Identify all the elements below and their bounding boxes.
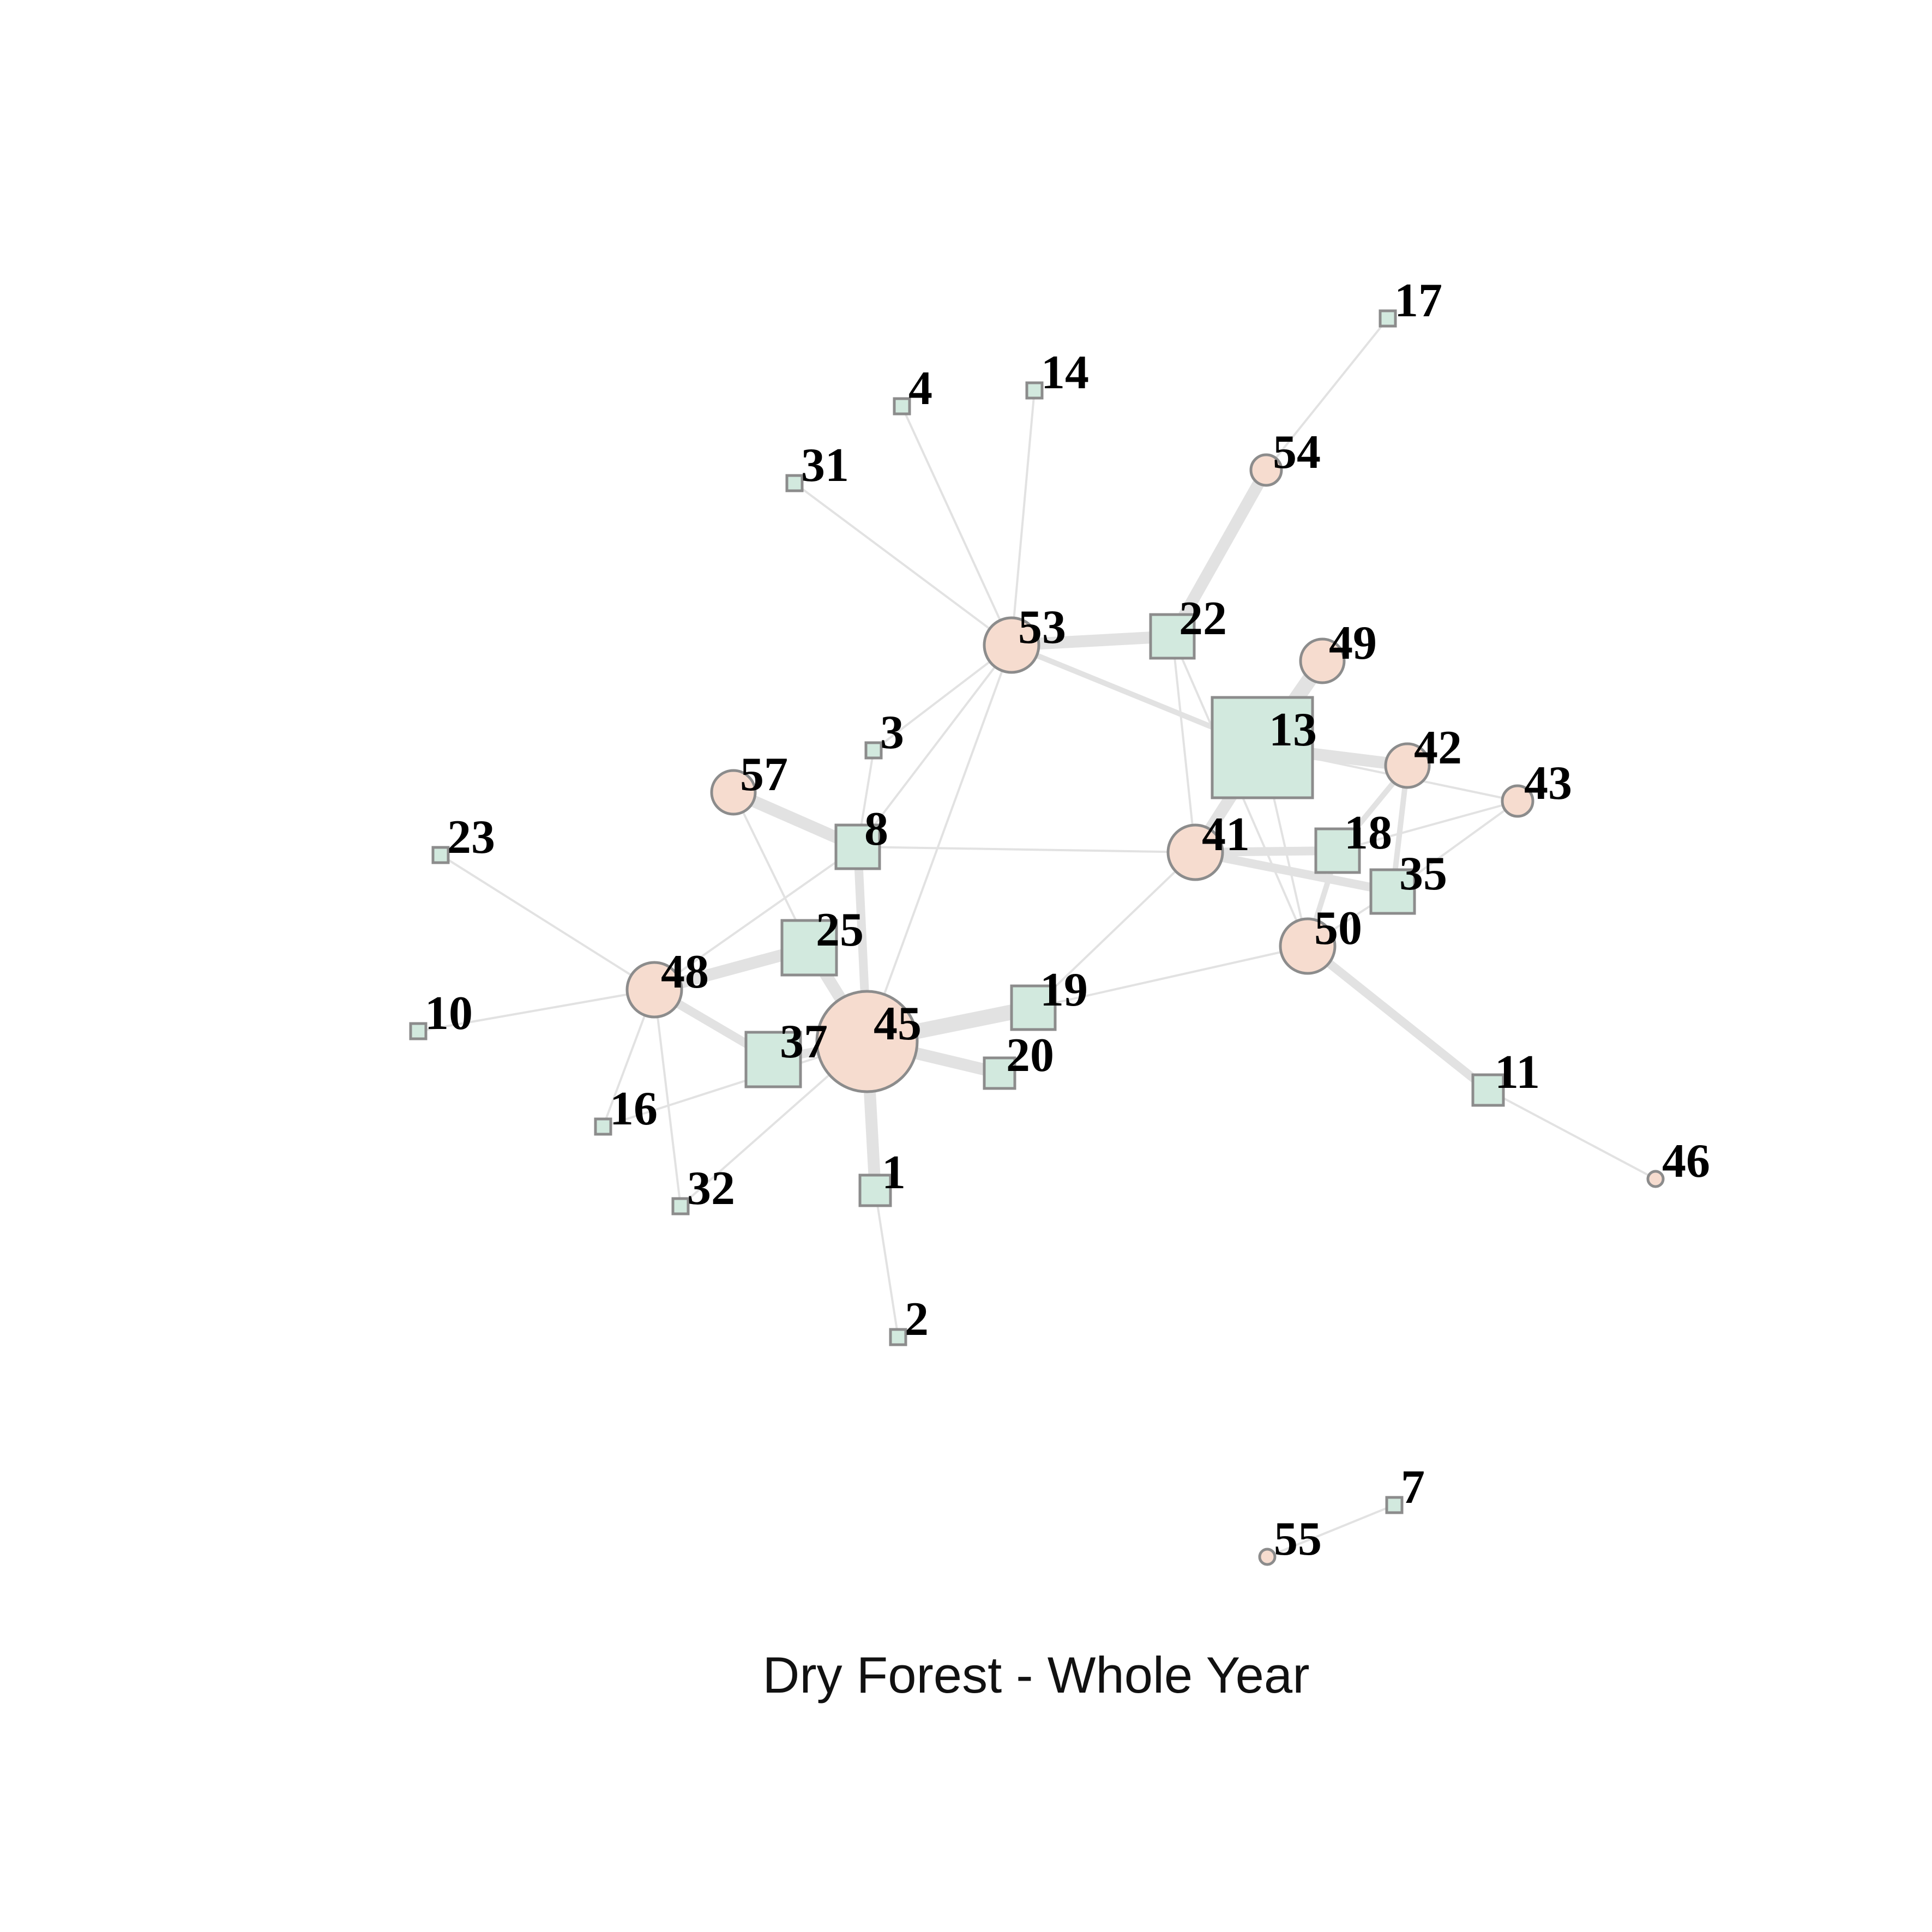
edge-53-14 <box>1010 389 1036 646</box>
node-label-17: 17 <box>1394 274 1442 327</box>
node-label-45: 45 <box>874 997 922 1050</box>
node-45 <box>815 990 919 1093</box>
node-23 <box>431 846 450 864</box>
edge-41-22 <box>1171 635 1196 853</box>
node-2 <box>889 1328 907 1346</box>
node-16 <box>594 1117 612 1136</box>
edge-41-8 <box>857 846 1196 853</box>
node-25 <box>780 919 838 977</box>
node-label-14: 14 <box>1041 346 1089 399</box>
node-label-37: 37 <box>780 1015 828 1068</box>
node-label-19: 19 <box>1040 964 1088 1016</box>
node-label-3: 3 <box>880 706 904 759</box>
node-label-43: 43 <box>1524 757 1572 810</box>
edge-48-8 <box>653 846 859 991</box>
node-label-20: 20 <box>1006 1029 1054 1082</box>
node-32 <box>671 1197 690 1215</box>
node-label-1: 1 <box>882 1146 906 1199</box>
node-10 <box>409 1022 428 1040</box>
node-label-7: 7 <box>1401 1461 1425 1514</box>
node-label-13: 13 <box>1269 703 1317 756</box>
node-label-23: 23 <box>447 811 495 864</box>
node-label-31: 31 <box>801 439 849 492</box>
node-label-18: 18 <box>1344 806 1392 859</box>
edge-48-10 <box>417 989 655 1032</box>
edge-53-8 <box>857 644 1013 848</box>
node-7 <box>1385 1496 1404 1514</box>
node-18 <box>1314 827 1361 874</box>
node-label-46: 46 <box>1662 1135 1710 1188</box>
node-14 <box>1025 381 1044 400</box>
node-35 <box>1369 868 1416 915</box>
edge-50-19 <box>1032 945 1309 1009</box>
node-13 <box>1211 696 1314 799</box>
node-31 <box>785 474 804 492</box>
node-label-4: 4 <box>908 362 932 415</box>
node-20 <box>983 1056 1016 1090</box>
edge-41-19 <box>1032 851 1196 1009</box>
node-label-8: 8 <box>864 803 888 856</box>
node-46 <box>1646 1170 1665 1188</box>
node-49 <box>1299 637 1346 684</box>
edge-54-17 <box>1265 317 1389 471</box>
node-label-41: 41 <box>1202 808 1250 861</box>
node-label-57: 57 <box>740 748 788 801</box>
edge-45-53 <box>866 644 1013 1043</box>
edge-48-32 <box>653 989 682 1207</box>
node-43 <box>1501 784 1534 818</box>
edge-53-3 <box>872 644 1013 751</box>
node-8 <box>834 823 881 870</box>
node-1 <box>858 1173 892 1207</box>
node-label-10: 10 <box>425 987 473 1040</box>
node-17 <box>1379 309 1397 328</box>
node-label-16: 16 <box>610 1082 658 1135</box>
edge-54-22 <box>1166 464 1272 642</box>
node-54 <box>1249 453 1283 487</box>
node-label-42: 42 <box>1414 721 1462 774</box>
diagram-title: Dry Forest - Whole Year <box>762 1646 1309 1704</box>
node-label-48: 48 <box>661 946 709 998</box>
node-label-55: 55 <box>1274 1513 1322 1566</box>
node-57 <box>710 769 757 816</box>
node-19 <box>1010 984 1057 1031</box>
edge-46-11 <box>1487 1089 1657 1180</box>
node-label-35: 35 <box>1399 847 1447 900</box>
node-label-50: 50 <box>1314 902 1362 955</box>
node-label-22: 22 <box>1179 592 1227 645</box>
edge-53-4 <box>901 405 1013 646</box>
node-48 <box>625 961 683 1019</box>
node-label-32: 32 <box>687 1162 735 1215</box>
edge-43-18 <box>1337 800 1519 852</box>
node-label-49: 49 <box>1329 617 1377 670</box>
node-41 <box>1166 823 1224 881</box>
node-label-2: 2 <box>905 1293 929 1346</box>
edge-41-35 <box>1191 848 1397 896</box>
node-50 <box>1279 917 1337 975</box>
node-11 <box>1471 1073 1505 1107</box>
node-37 <box>744 1031 802 1088</box>
edge-48-23 <box>440 854 655 991</box>
node-label-25: 25 <box>816 904 864 956</box>
node-label-53: 53 <box>1018 601 1066 654</box>
edge-55-7 <box>1266 1504 1395 1558</box>
node-22 <box>1149 613 1196 660</box>
node-label-54: 54 <box>1273 426 1321 479</box>
node-label-11: 11 <box>1495 1046 1540 1099</box>
edge-1-2 <box>874 1189 899 1338</box>
node-55 <box>1258 1548 1277 1566</box>
node-3 <box>864 741 883 760</box>
node-4 <box>893 397 911 416</box>
edge-50-11 <box>1303 942 1492 1094</box>
node-53 <box>983 616 1040 674</box>
node-42 <box>1384 742 1431 789</box>
edge-53-31 <box>793 482 1013 646</box>
nodes-layer <box>409 309 1665 1566</box>
